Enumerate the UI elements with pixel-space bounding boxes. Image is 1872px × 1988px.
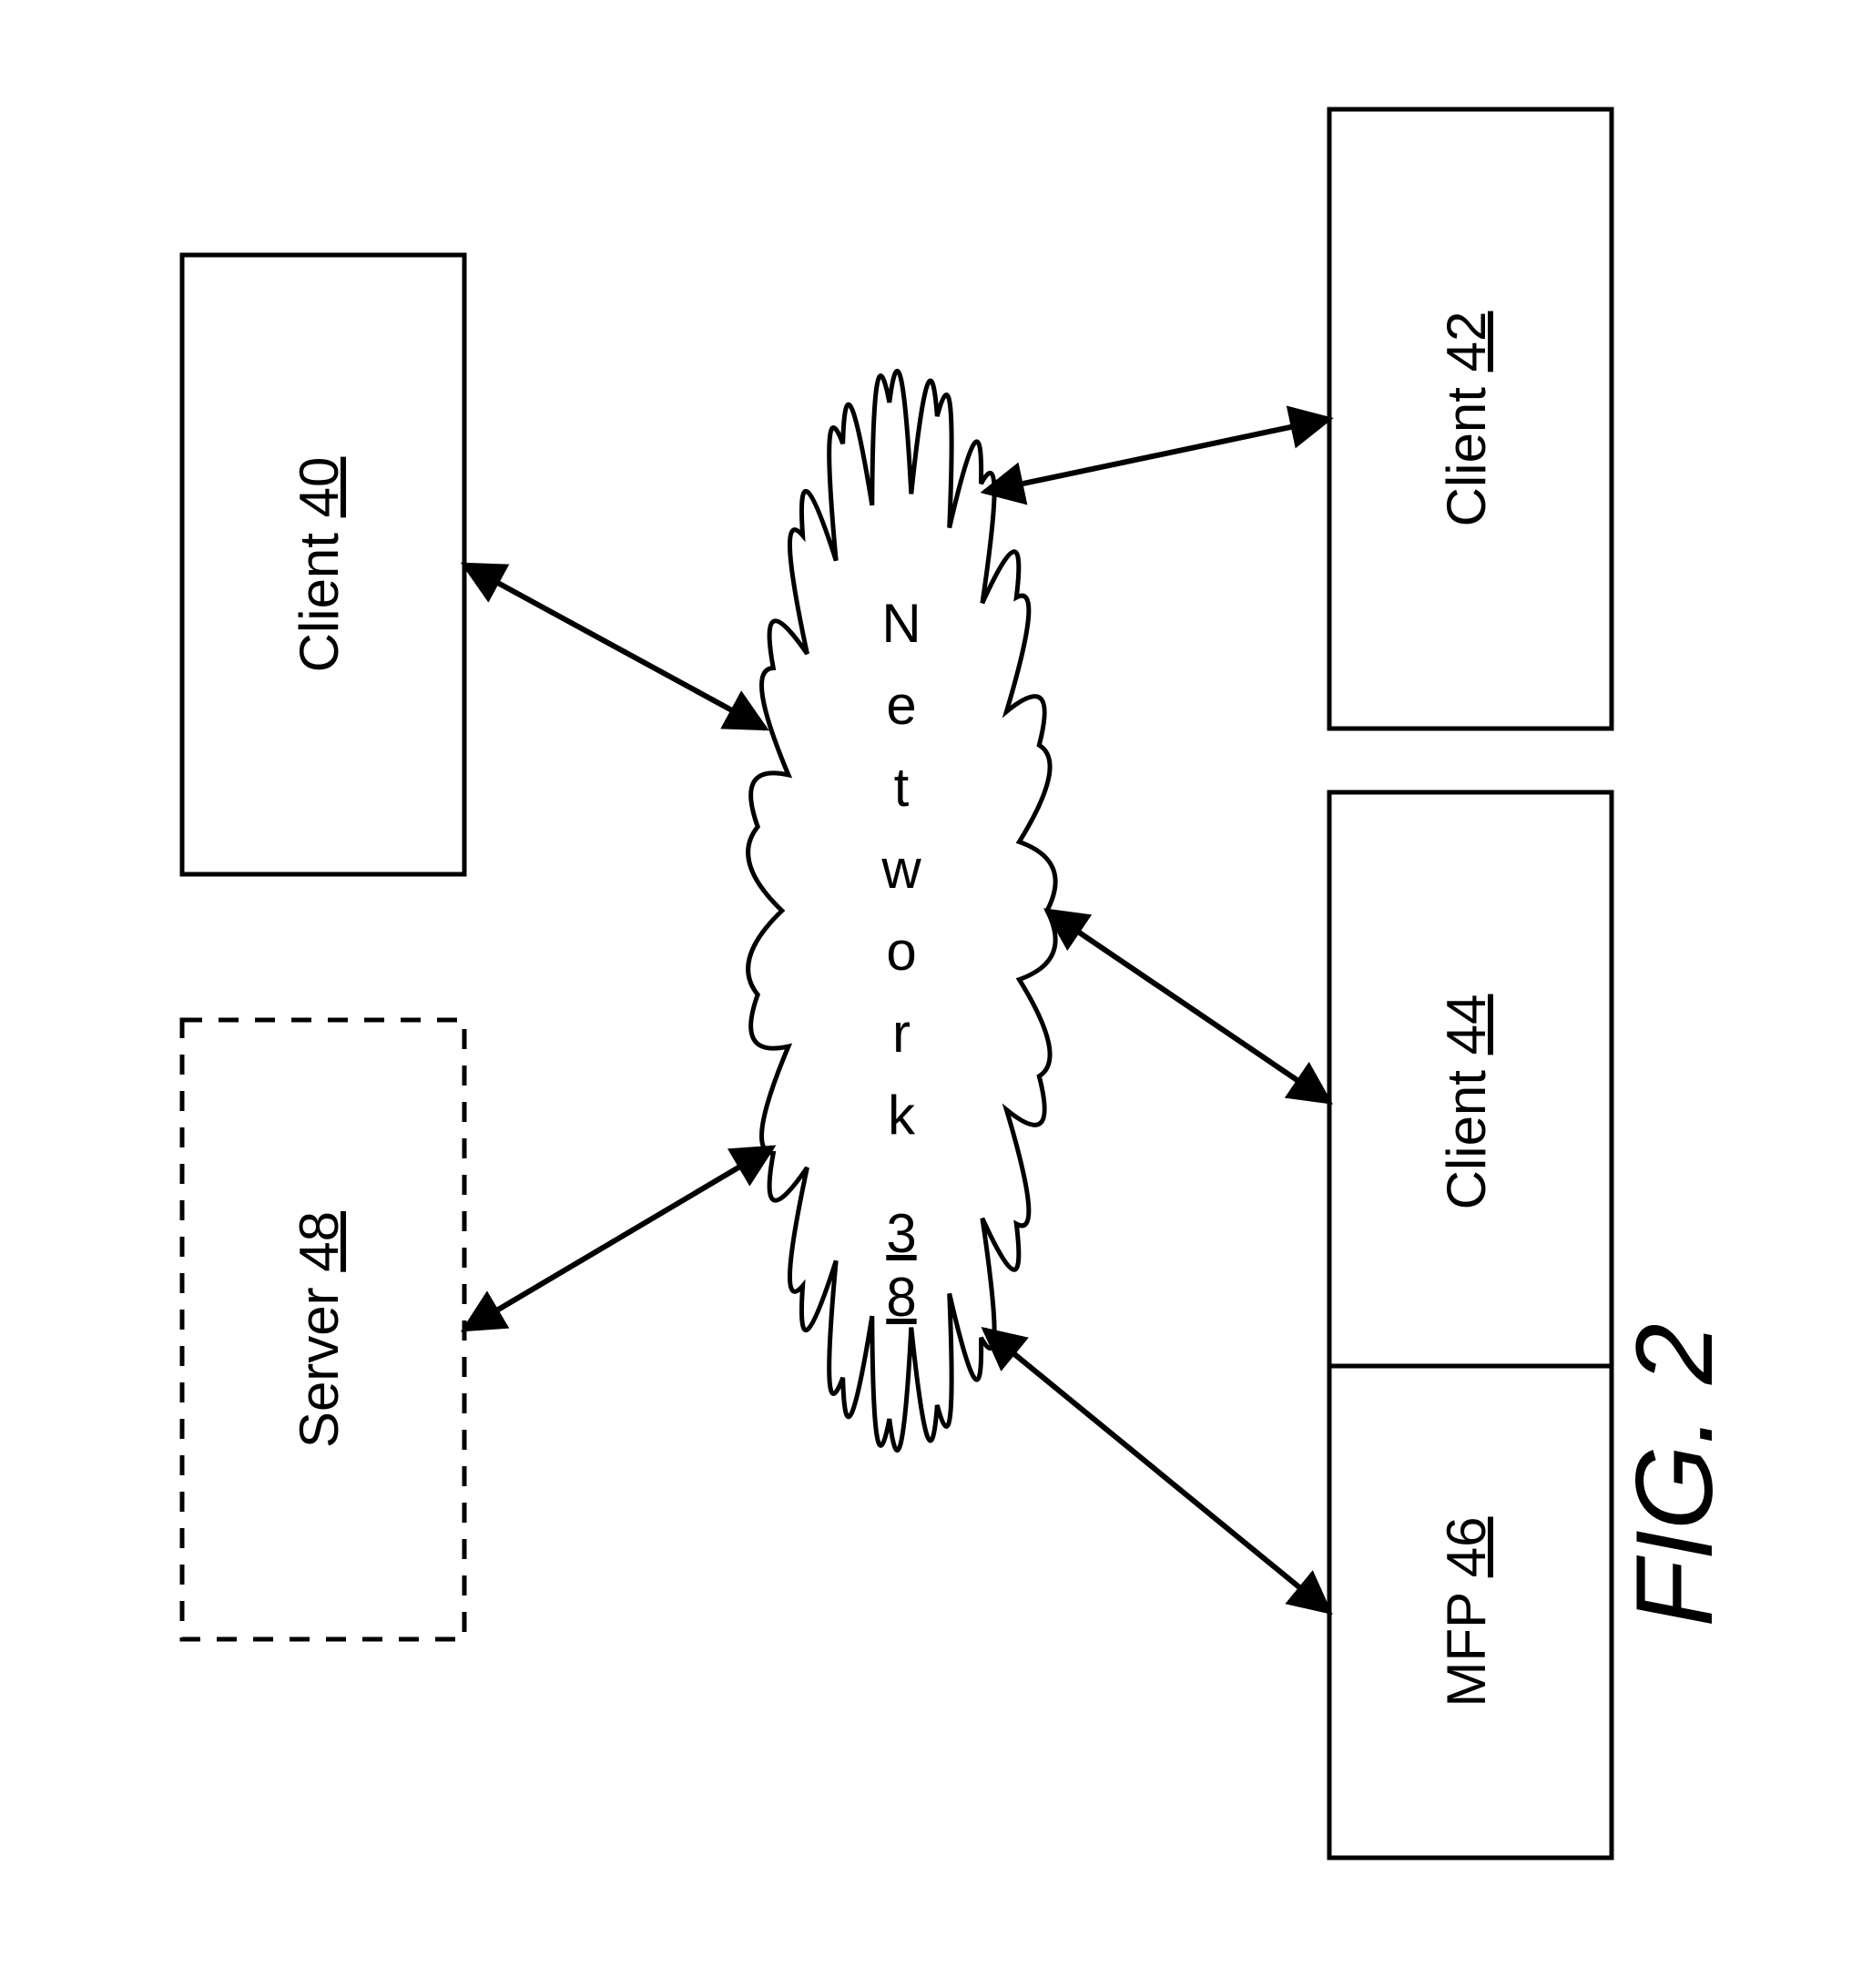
server48-label: Server 48 xyxy=(289,1211,350,1448)
svg-text:Client 40: Client 40 xyxy=(289,457,350,673)
client40-connector xyxy=(464,565,766,729)
svg-text:e: e xyxy=(886,675,916,736)
svg-text:k: k xyxy=(888,1085,916,1146)
client44-label: Client 44 xyxy=(1436,994,1497,1210)
svg-text:N: N xyxy=(881,593,921,654)
svg-text:Server 48: Server 48 xyxy=(289,1211,350,1448)
client42-connector xyxy=(984,419,1329,492)
client42-label: Client 42 xyxy=(1436,311,1497,527)
mfp46-connector xyxy=(984,1330,1329,1612)
mfp46-label: MFP 46 xyxy=(1436,1517,1497,1708)
figure-caption: FIG. 2 xyxy=(1613,1323,1735,1626)
network-label: Network 38 xyxy=(880,593,921,1328)
svg-text:r: r xyxy=(892,1003,911,1064)
svg-text:MFP 46: MFP 46 xyxy=(1436,1517,1497,1708)
client44-connector xyxy=(1047,911,1329,1102)
svg-text:Client 44: Client 44 xyxy=(1436,994,1497,1210)
svg-text:o: o xyxy=(886,921,916,982)
svg-text:8: 8 xyxy=(886,1267,916,1328)
server48-connector xyxy=(464,1147,772,1330)
svg-text:Client 42: Client 42 xyxy=(1436,311,1497,527)
client40-label: Client 40 xyxy=(289,457,350,673)
svg-text:3: 3 xyxy=(886,1203,916,1264)
svg-text:w: w xyxy=(880,839,921,900)
svg-text:t: t xyxy=(894,757,910,818)
